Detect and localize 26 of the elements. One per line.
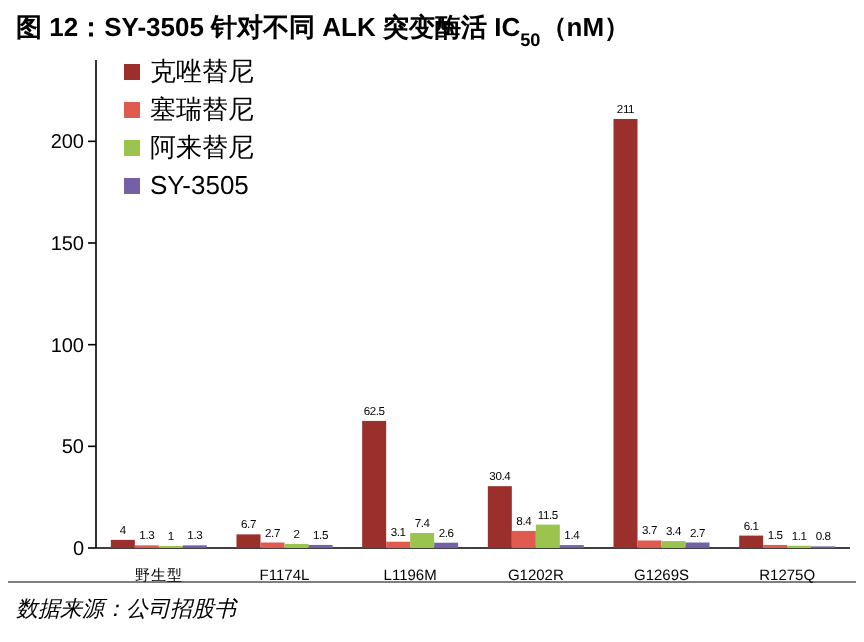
bar [511,530,536,548]
bar [487,486,512,548]
bar [110,539,135,548]
y-tick-label: 0 [72,539,85,561]
bar [535,524,560,548]
bar [434,542,459,548]
y-tick-label: 100 [50,335,85,358]
bar [661,541,686,548]
y-tick-label: 200 [50,132,85,155]
bar [613,118,638,548]
bar [362,420,387,548]
y-tick-label: 150 [50,234,85,256]
bar [637,540,662,548]
bar [739,535,764,548]
legend-label: SY-3505 [150,170,249,200]
y-tick-label: 50 [61,437,85,460]
bar [260,542,285,548]
chart-title: 图 12：SY-3505 针对不同 ALK 突变酶活 IC$_{50}$（nM） [16,12,631,50]
bar [410,532,435,548]
bar [236,534,261,548]
legend-label: 克唑替尼 [150,56,254,86]
source-note: 数据来源：公司招股书 [16,596,240,622]
legend-label: 塞瑞替尼 [150,94,254,124]
bar [386,541,411,548]
legend-label: 阿来替尼 [150,132,254,162]
bar [685,542,710,548]
